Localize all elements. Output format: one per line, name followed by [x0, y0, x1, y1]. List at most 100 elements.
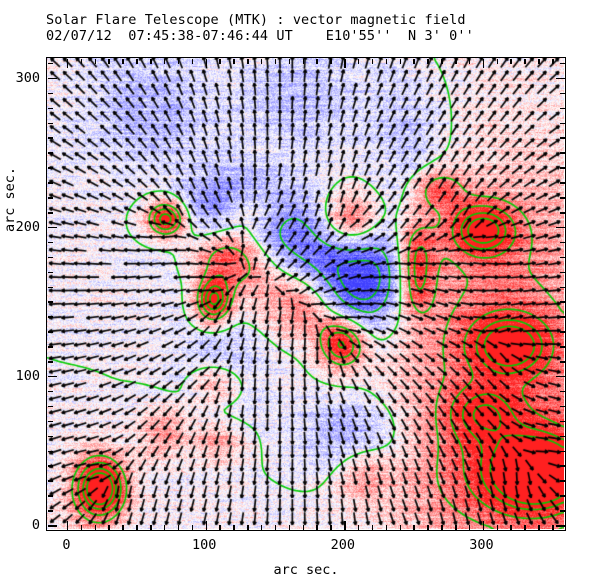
- axis-tick: [47, 435, 53, 438]
- axis-tick: [559, 331, 565, 333]
- y-tick-label: 100: [15, 367, 40, 384]
- axis-tick: [316, 58, 318, 64]
- axis-tick: [559, 405, 565, 408]
- axis-tick: [47, 152, 53, 154]
- axis-tick: [47, 316, 53, 318]
- axis-tick: [399, 524, 402, 530]
- axis-tick: [136, 524, 138, 530]
- axis-tick: [559, 286, 565, 289]
- axis-tick: [538, 58, 540, 64]
- axis-tick: [371, 58, 374, 64]
- axis-tick: [233, 58, 235, 64]
- axis-tick: [47, 212, 53, 214]
- axis-tick: [559, 271, 565, 274]
- magnetogram-plot-area: [46, 57, 566, 531]
- axis-tick: [559, 301, 565, 303]
- axis-tick: [559, 152, 565, 154]
- axis-tick: [191, 58, 194, 64]
- axis-tick: [455, 58, 457, 64]
- axis-tick: [122, 58, 124, 64]
- axis-tick: [219, 524, 221, 530]
- axis-tick: [47, 405, 53, 408]
- axis-tick: [47, 226, 57, 229]
- axis-tick: [559, 92, 565, 95]
- axis-tick: [559, 346, 565, 348]
- axis-tick: [559, 167, 565, 169]
- axis-tick: [47, 122, 53, 125]
- axis-tick: [344, 520, 346, 530]
- axis-tick: [385, 58, 388, 64]
- axis-tick: [163, 58, 166, 64]
- axis-tick: [559, 495, 565, 497]
- axis-tick: [177, 524, 180, 530]
- axis-tick: [94, 58, 97, 64]
- axis-tick: [47, 301, 53, 303]
- axis-tick: [274, 58, 277, 64]
- axis-tick: [555, 525, 565, 527]
- axis-tick: [559, 390, 565, 393]
- axis-tick: [47, 107, 53, 110]
- axis-tick: [47, 480, 53, 482]
- axis-tick: [47, 77, 57, 80]
- axis-tick: [559, 62, 565, 65]
- axis-tick: [47, 420, 53, 423]
- axis-tick: [510, 58, 512, 64]
- axis-tick: [559, 316, 565, 318]
- axis-tick: [47, 361, 53, 363]
- axis-tick: [559, 241, 565, 244]
- axis-tick: [302, 58, 305, 64]
- axis-tick: [524, 524, 526, 530]
- x-tick-label: 0: [62, 537, 71, 553]
- axis-tick: [163, 524, 166, 530]
- axis-tick: [47, 375, 57, 378]
- axis-tick: [47, 495, 53, 497]
- axis-tick: [385, 524, 388, 530]
- axis-tick: [330, 58, 332, 64]
- axis-tick: [47, 182, 53, 184]
- axis-tick: [524, 58, 526, 64]
- x-axis-title: arc sec.: [273, 562, 339, 578]
- axis-tick: [371, 524, 374, 530]
- magnetogram-canvas: [47, 58, 564, 529]
- axis-tick: [47, 286, 53, 289]
- axis-tick: [482, 58, 485, 68]
- axis-tick: [555, 226, 565, 229]
- axis-tick: [47, 62, 53, 65]
- axis-tick: [150, 524, 152, 530]
- axis-tick: [559, 420, 565, 423]
- axis-tick: [559, 256, 565, 259]
- y-tick-label: 200: [15, 218, 40, 235]
- axis-tick: [47, 167, 53, 169]
- axis-tick: [555, 375, 565, 378]
- axis-tick: [399, 58, 402, 64]
- axis-tick: [559, 450, 565, 452]
- axis-tick: [136, 58, 138, 64]
- axis-tick: [559, 137, 565, 139]
- axis-tick: [122, 524, 124, 530]
- plot-title-block: Solar Flare Telescope (MTK) : vector mag…: [46, 12, 586, 44]
- axis-tick: [94, 524, 97, 530]
- axis-tick: [47, 256, 53, 259]
- axis-tick: [357, 58, 360, 64]
- axis-tick: [316, 524, 318, 530]
- axis-tick: [47, 197, 53, 199]
- axis-tick: [47, 346, 53, 348]
- axis-tick: [108, 524, 110, 530]
- axis-tick: [559, 182, 565, 184]
- x-tick-label: 300: [469, 537, 494, 553]
- axis-tick: [559, 197, 565, 199]
- axis-tick: [555, 77, 565, 80]
- y-tick-label: 0: [31, 517, 40, 534]
- axis-tick: [47, 271, 53, 274]
- axis-tick: [205, 520, 207, 530]
- axis-tick: [80, 524, 83, 530]
- axis-tick: [559, 107, 565, 110]
- axis-tick: [413, 524, 415, 530]
- axis-tick: [260, 58, 263, 64]
- axis-tick: [108, 58, 110, 64]
- axis-tick: [468, 524, 471, 530]
- axis-tick: [538, 524, 540, 530]
- axis-tick: [47, 241, 53, 244]
- axis-tick: [559, 480, 565, 482]
- axis-tick: [482, 520, 485, 530]
